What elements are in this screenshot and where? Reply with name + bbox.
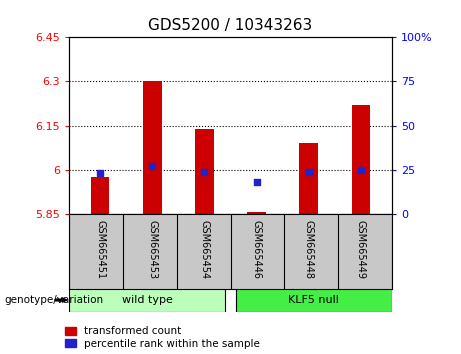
Bar <box>91 177 110 214</box>
Point <box>149 164 156 169</box>
Text: GSM665448: GSM665448 <box>304 220 313 279</box>
Point <box>97 171 104 176</box>
Point <box>253 179 260 185</box>
Point <box>305 169 312 175</box>
Text: GSM665451: GSM665451 <box>95 220 106 279</box>
Bar <box>352 105 370 214</box>
Legend: transformed count, percentile rank within the sample: transformed count, percentile rank withi… <box>65 326 260 349</box>
Point <box>201 169 208 175</box>
Text: KLF5 null: KLF5 null <box>288 295 339 305</box>
Text: GSM665446: GSM665446 <box>252 220 261 279</box>
Bar <box>143 81 161 214</box>
Point <box>357 167 364 173</box>
Text: GSM665453: GSM665453 <box>148 220 157 279</box>
Text: GSM665454: GSM665454 <box>200 220 209 279</box>
Bar <box>300 143 318 214</box>
Text: GSM665449: GSM665449 <box>355 220 366 279</box>
Title: GDS5200 / 10343263: GDS5200 / 10343263 <box>148 18 313 33</box>
Bar <box>195 129 213 214</box>
Bar <box>69 289 225 312</box>
Bar <box>236 289 392 312</box>
Text: genotype/variation: genotype/variation <box>5 295 104 305</box>
Bar <box>248 212 266 214</box>
Text: wild type: wild type <box>122 295 173 305</box>
